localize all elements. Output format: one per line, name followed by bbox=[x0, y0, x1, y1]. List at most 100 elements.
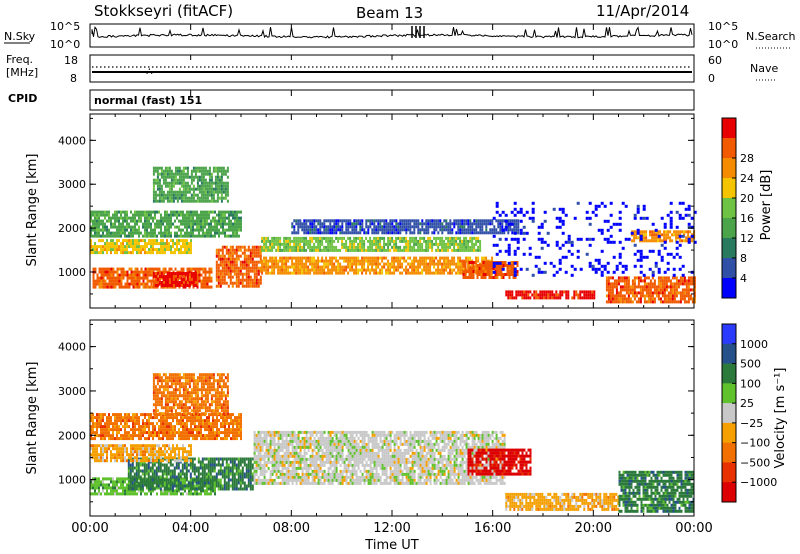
power-cell bbox=[293, 242, 296, 246]
power-cell bbox=[132, 248, 134, 252]
power-cell bbox=[563, 290, 566, 294]
power-cell bbox=[325, 219, 328, 223]
power-cell bbox=[325, 259, 328, 263]
power-cell bbox=[212, 225, 214, 229]
power-cell bbox=[168, 199, 171, 203]
power-cell bbox=[504, 261, 507, 264]
power-cell bbox=[331, 242, 334, 246]
power-cell bbox=[217, 263, 220, 267]
power-cell bbox=[479, 239, 482, 243]
power-cell bbox=[427, 262, 430, 266]
power-cell bbox=[144, 285, 147, 289]
power-cell bbox=[247, 281, 250, 285]
power-cell bbox=[461, 245, 464, 249]
power-cell bbox=[455, 219, 458, 223]
power-cell bbox=[341, 256, 344, 260]
power-cell bbox=[443, 219, 446, 223]
power-cell bbox=[160, 276, 163, 280]
power-cell bbox=[130, 228, 132, 232]
power-cell bbox=[504, 219, 508, 223]
velocity-cell bbox=[108, 483, 110, 487]
power-cell bbox=[411, 239, 414, 243]
power-cell bbox=[512, 273, 515, 276]
velocity-cell bbox=[160, 489, 162, 493]
power-cell bbox=[675, 236, 678, 240]
power-cell bbox=[311, 231, 314, 235]
power-cell bbox=[208, 166, 211, 170]
power-cell bbox=[216, 199, 219, 203]
power-cell bbox=[182, 267, 185, 271]
power-cell bbox=[545, 296, 548, 300]
power-cell bbox=[399, 219, 402, 223]
power-cell bbox=[196, 222, 198, 226]
power-cell bbox=[220, 225, 222, 229]
power-cell bbox=[134, 273, 137, 277]
power-cell bbox=[451, 222, 454, 226]
velocity-cell bbox=[132, 489, 134, 493]
velocity-cell bbox=[112, 489, 114, 493]
power-cell bbox=[96, 234, 98, 238]
velocity-cell bbox=[141, 463, 144, 467]
velocity-cell bbox=[167, 478, 170, 482]
power-cell bbox=[154, 178, 157, 182]
power-cell bbox=[140, 282, 143, 286]
power-cell bbox=[513, 201, 517, 205]
power-cell bbox=[239, 269, 242, 273]
power-cell bbox=[319, 231, 322, 235]
power-cell bbox=[307, 231, 310, 235]
power-cell bbox=[146, 251, 148, 255]
power-cell bbox=[190, 193, 193, 197]
power-cell bbox=[218, 219, 220, 223]
power-cell bbox=[317, 236, 320, 240]
power-cell bbox=[347, 228, 350, 232]
power-cell bbox=[253, 263, 256, 267]
power-cell bbox=[200, 282, 203, 286]
power-cell bbox=[249, 248, 252, 252]
power-cell bbox=[106, 251, 108, 255]
power-cell bbox=[210, 193, 213, 197]
velocity-cell bbox=[114, 480, 116, 484]
power-cell bbox=[160, 242, 162, 246]
power-cell bbox=[379, 236, 382, 240]
power-cell bbox=[130, 273, 133, 277]
power-cell bbox=[162, 234, 164, 238]
power-cell bbox=[217, 284, 220, 288]
power-cell bbox=[196, 184, 199, 188]
power-cell bbox=[387, 236, 390, 240]
power-cell bbox=[154, 285, 157, 289]
power-cell bbox=[138, 219, 140, 223]
velocity-cell bbox=[147, 484, 150, 488]
power-cell bbox=[459, 248, 462, 252]
velocity-cell bbox=[106, 492, 108, 496]
velocity-cell bbox=[164, 480, 166, 484]
power-cell bbox=[387, 271, 390, 275]
power-cell bbox=[168, 245, 170, 249]
power-colorbar-label-1: 8 bbox=[740, 252, 747, 265]
power-cell bbox=[233, 257, 236, 261]
power-cell bbox=[92, 228, 94, 232]
power-cell bbox=[98, 216, 100, 220]
power-cell bbox=[443, 239, 446, 243]
power-cell bbox=[236, 231, 238, 235]
power-cell bbox=[577, 293, 580, 297]
power-cell bbox=[617, 294, 620, 298]
power-cell bbox=[184, 187, 187, 191]
power-cell bbox=[399, 228, 402, 232]
power-cell bbox=[465, 256, 468, 260]
velocity-cell bbox=[150, 492, 152, 496]
power-cell bbox=[206, 210, 208, 214]
power-cell bbox=[393, 242, 396, 246]
power-cell bbox=[182, 242, 184, 246]
power-cell bbox=[423, 236, 426, 240]
power-cell bbox=[464, 264, 467, 267]
power-cell bbox=[222, 187, 225, 191]
power-cell bbox=[214, 199, 217, 203]
power-cell bbox=[633, 288, 636, 292]
velocity-cell bbox=[157, 484, 160, 488]
velocity-cell bbox=[112, 480, 114, 484]
power-cell bbox=[313, 271, 316, 275]
power-cell bbox=[437, 242, 440, 246]
power-cell bbox=[486, 270, 489, 273]
power-cell bbox=[361, 265, 364, 269]
velocity-cell bbox=[129, 463, 132, 467]
